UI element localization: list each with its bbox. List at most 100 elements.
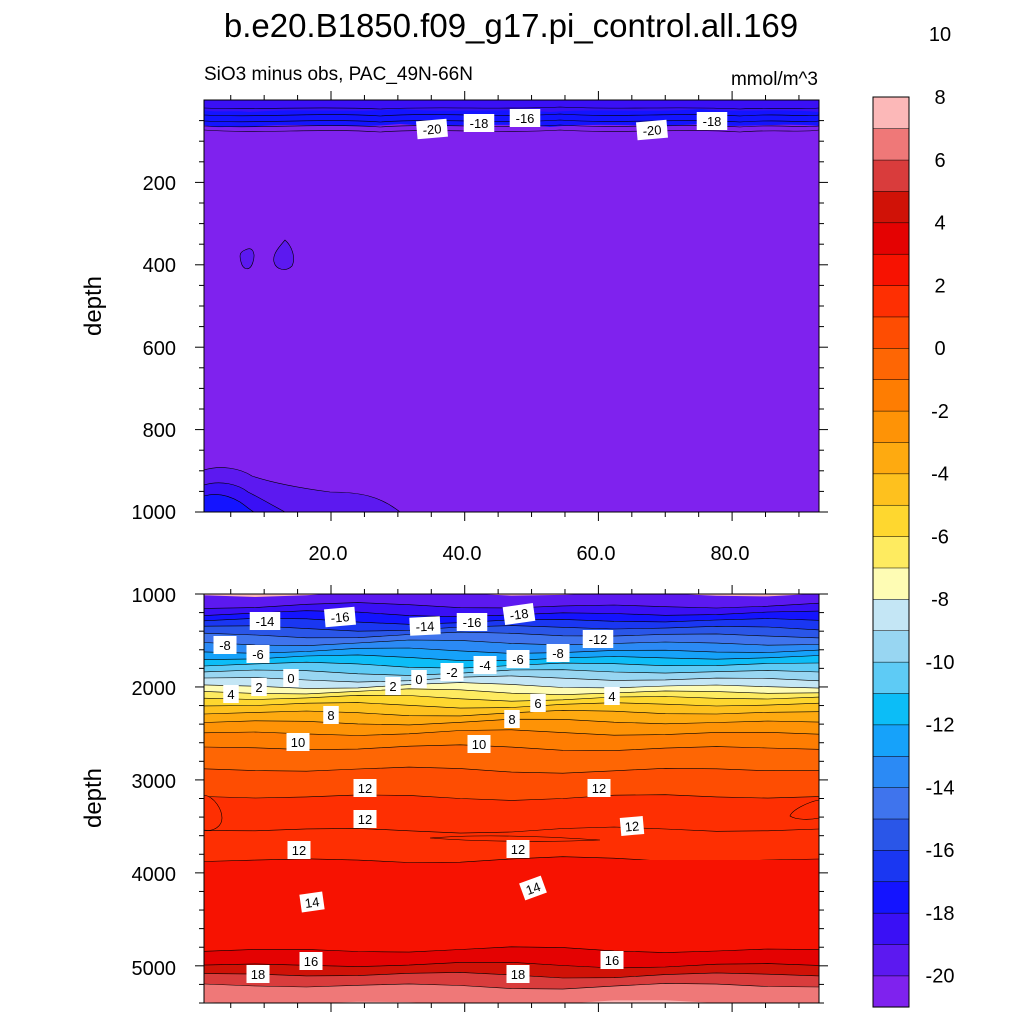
svg-text:-2: -2: [446, 665, 458, 680]
upper-ytick-400: 400: [143, 255, 176, 277]
lower-contour-line: [204, 639, 819, 647]
lower-right-wedge: [789, 799, 819, 820]
lower-left-wedge: [204, 794, 223, 831]
contour-label: 18: [246, 965, 270, 983]
lower-contour-band: [204, 682, 819, 695]
upper-blob-1: [239, 248, 255, 270]
colorbar-band: [872, 943, 910, 977]
contour-label: -8: [213, 636, 237, 654]
lower-contour-line: [204, 794, 819, 801]
contour-label: -14: [409, 616, 441, 636]
upper-xtick-60: 60.0: [577, 543, 616, 565]
lower-contour-line: [204, 694, 819, 702]
contour-label: 8: [504, 710, 520, 728]
lower-ytick-1000: 1000: [132, 585, 177, 607]
lower-ytick-2000: 2000: [132, 678, 177, 700]
lower-step-patch: [540, 860, 819, 875]
contour-labels: -20 -18 -16-20-18-14 -16-14 -16 -18-12-8-6 -8-…: [213, 109, 728, 983]
contour-label: 2: [251, 678, 267, 696]
colorbar-tick-label: -2: [931, 401, 949, 423]
svg-text:16: 16: [605, 953, 619, 968]
colorbar-tick-label: -4: [931, 464, 949, 486]
contour-label: -16: [509, 109, 541, 127]
lower-contour-band: [204, 983, 819, 1003]
lower-ytick-4000: 4000: [132, 864, 177, 886]
lower-contour-line: [204, 946, 819, 953]
contour-label: 12: [506, 840, 530, 858]
svg-text:0: 0: [287, 671, 294, 686]
svg-text:16: 16: [304, 954, 318, 969]
contour-label: -18: [696, 112, 728, 130]
colorbar-band: [872, 222, 910, 255]
units-label: mmol/m^3: [731, 69, 818, 90]
colorbar-tick-label: -16: [926, 840, 955, 862]
lower-panel: 1000 2000 3000 4000 5000 depth: [80, 585, 828, 1012]
svg-text:12: 12: [358, 812, 372, 827]
lower-contour-line: [204, 682, 819, 689]
colorbar-tick-label: 4: [934, 213, 945, 235]
colorbar-tick-labels: -20-18-16-14-12-10-8-6-4-202468101214161…: [926, 24, 955, 987]
chart-title: b.e20.B1850.f09_g17.pi_control.all.169: [224, 7, 798, 44]
colorbar-tick-label: -10: [926, 652, 955, 674]
contour-label: 10: [286, 733, 310, 751]
upper-deep-band-3: [204, 494, 255, 512]
colorbar-band: [872, 692, 910, 726]
upper-y-axis-label: depth: [80, 276, 107, 336]
contour-label: 12: [287, 841, 311, 859]
svg-text:4: 4: [608, 689, 615, 704]
colorbar-band: [872, 567, 910, 600]
colorbar-tick-label: 2: [934, 275, 945, 297]
svg-text:-12: -12: [589, 632, 608, 647]
contour-label: -8: [546, 644, 570, 662]
lower-contour-band: [204, 625, 819, 638]
svg-text:8: 8: [327, 708, 334, 723]
contour-label: 16: [600, 951, 624, 969]
upper-ytick-600: 600: [143, 338, 176, 360]
lower-ytick-3000: 3000: [132, 771, 177, 793]
upper-xtick-80: 80.0: [711, 543, 750, 565]
chart-subtitle: SiO3 minus obs, PAC_49N-66N: [204, 64, 473, 85]
contour-label: -18: [502, 602, 536, 626]
svg-text:-18: -18: [703, 114, 722, 129]
colorbar-band: [872, 473, 910, 506]
svg-text:12: 12: [592, 781, 606, 796]
colorbar-tick-label: -12: [926, 715, 955, 737]
svg-text:18: 18: [511, 967, 525, 982]
contour-label: 12: [587, 779, 611, 797]
upper-ytick-1000: 1000: [132, 502, 177, 524]
svg-text:-14: -14: [415, 619, 435, 635]
contour-label: 4: [604, 687, 620, 705]
svg-text:14: 14: [524, 879, 543, 898]
upper-xtick-40: 40.0: [443, 543, 482, 565]
colorbar-band: [872, 755, 910, 788]
colorbar-band: [872, 410, 910, 443]
colorbar-tick-label: -8: [931, 589, 949, 611]
contour-label: 12: [619, 816, 645, 836]
lower-ytick-5000: 5000: [132, 958, 177, 980]
colorbar-band: [872, 190, 910, 224]
lower-contour-line: [204, 631, 819, 639]
svg-text:-20: -20: [642, 122, 662, 139]
svg-text:-6: -6: [252, 647, 264, 662]
lower-contour-band: [204, 662, 819, 676]
svg-text:-18: -18: [470, 116, 489, 131]
lower-contour-line: [204, 669, 819, 676]
lower-contour-band: [204, 744, 819, 774]
colorbar-tick-label: 10: [929, 24, 951, 46]
svg-text:-8: -8: [552, 646, 564, 661]
svg-text:18: 18: [251, 967, 265, 982]
contour-label: -14: [249, 612, 281, 630]
contour-label: 8: [323, 706, 339, 724]
contour-label: 16: [299, 952, 323, 970]
contour-label: 2: [385, 677, 401, 695]
svg-text:-16: -16: [330, 609, 350, 626]
upper-ytick-200: 200: [143, 173, 176, 195]
lower-tick-marks: [195, 585, 828, 1012]
upper-panel: 200 400 600 800 1000 20.0 40.0 60.0 80.0…: [80, 91, 828, 565]
svg-text:-16: -16: [463, 615, 482, 630]
lower-contour-line: [204, 688, 819, 696]
svg-text:-16: -16: [516, 111, 535, 126]
lower-contour-line: [204, 625, 819, 632]
svg-text:-18: -18: [509, 606, 530, 623]
svg-text:8: 8: [508, 712, 515, 727]
